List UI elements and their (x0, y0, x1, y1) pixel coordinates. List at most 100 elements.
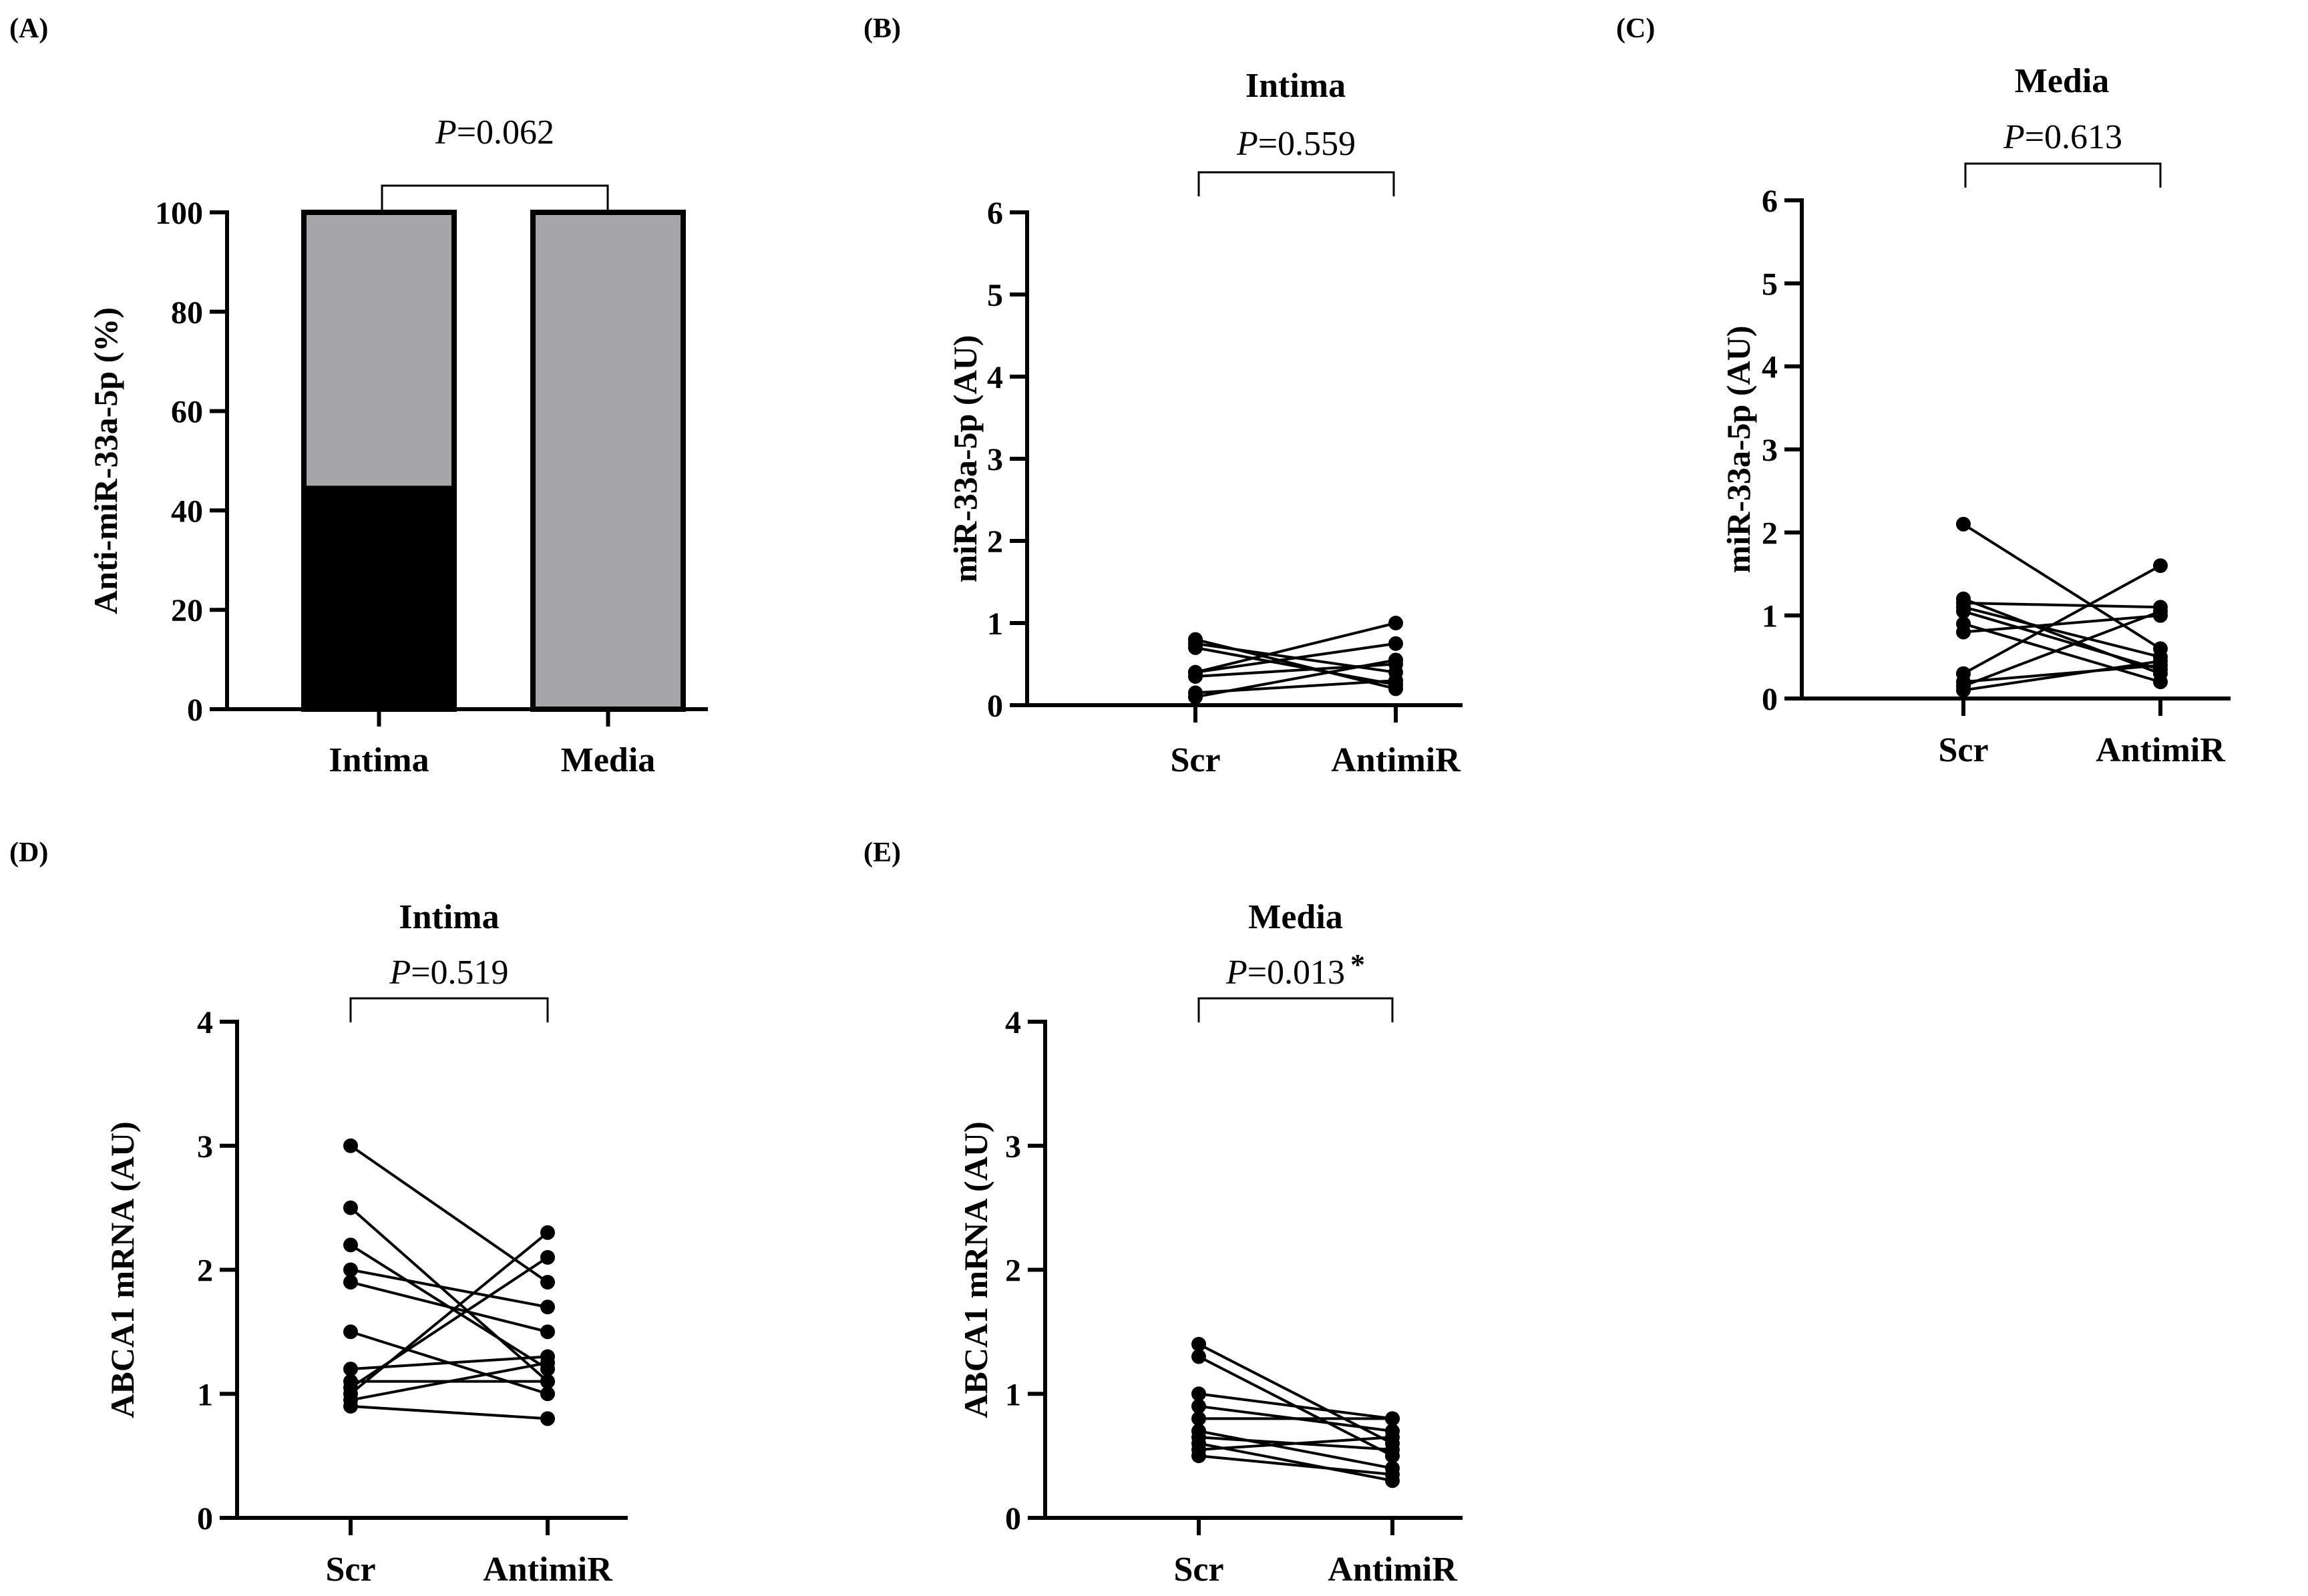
y-tick-label: 1 (987, 606, 1003, 642)
y-tick-label: 5 (1762, 266, 1778, 302)
data-point-scr (1956, 624, 1971, 640)
paired-line (1198, 1392, 1393, 1420)
data-point-antimir (2153, 674, 2168, 690)
p-value-number: =0.062 (457, 114, 554, 152)
y-tick-label: 3 (1762, 433, 1778, 468)
y-tick-label: 4 (197, 1005, 213, 1040)
x-category-label: Scr (1170, 741, 1220, 779)
data-point-scr (343, 1138, 358, 1153)
y-tick-label: 0 (197, 1501, 213, 1537)
significance-bracket (1964, 162, 2162, 188)
paired-line (1195, 622, 1396, 674)
data-point-antimir (540, 1249, 555, 1265)
y-axis-label: miR-33a-5p (AU) (1720, 326, 1757, 574)
significance-star: * (1350, 948, 1365, 981)
panel-letter: (A) (9, 13, 48, 44)
y-tick-label: 20 (171, 593, 203, 628)
significance-bracket (381, 184, 609, 210)
paired-line (1195, 658, 1396, 699)
significance-bracket (349, 997, 549, 1022)
panel-title: Media (2015, 62, 2110, 100)
p-value-label: P=0.559 (1236, 125, 1356, 163)
y-tick-label: 80 (171, 295, 203, 331)
data-point-scr (343, 1200, 358, 1215)
data-point-antimir (1388, 677, 1403, 692)
y-tick-label: 5 (987, 278, 1003, 313)
y-tick-label: 0 (187, 692, 203, 728)
data-point-scr (1191, 1411, 1206, 1426)
y-tick-label: 3 (197, 1129, 213, 1165)
data-point-antimir (1388, 652, 1403, 668)
p-value-label: P=0.519 (389, 954, 508, 992)
data-point-scr (1188, 668, 1203, 684)
bar-segment (304, 485, 454, 709)
x-category-label: AntimiR (1331, 741, 1461, 779)
paired-line (350, 1281, 548, 1334)
bar-segment (533, 212, 683, 709)
data-point-antimir (1388, 636, 1403, 651)
paired-line (350, 1404, 548, 1420)
paired-line (1963, 602, 2161, 609)
data-point-antimir (540, 1386, 555, 1402)
bar-segment (304, 212, 454, 486)
paired-line (1963, 614, 2161, 634)
data-point-antimir (1385, 1442, 1400, 1457)
data-point-antimir (1385, 1430, 1400, 1445)
paired-line (1963, 622, 2161, 684)
data-point-antimir (1385, 1466, 1400, 1482)
data-point-antimir (540, 1225, 555, 1240)
paired-line (349, 1231, 549, 1395)
paired-line (350, 1268, 548, 1309)
y-axis-label: ABCA1 mRNA (AU) (957, 1121, 994, 1418)
y-axis-label: ABCA1 mRNA (AU) (104, 1121, 141, 1418)
x-category-label: Media (561, 741, 656, 779)
data-point-antimir (540, 1324, 555, 1340)
data-point-scr (1956, 516, 1971, 532)
p-symbol: P (1225, 954, 1247, 992)
data-point-scr (343, 1262, 358, 1277)
panel-title: Intima (1245, 67, 1346, 105)
p-value-number: =0.559 (1258, 125, 1356, 163)
data-point-scr (343, 1275, 358, 1290)
data-point-scr (1191, 1398, 1206, 1414)
paired-line (1195, 642, 1396, 674)
data-point-antimir (1385, 1411, 1400, 1426)
p-value-label: P=0.613 (2003, 118, 2122, 156)
x-category-label: AntimiR (1328, 1551, 1458, 1589)
data-point-scr (1188, 689, 1203, 705)
paired-line (349, 1207, 549, 1383)
y-tick-label: 6 (987, 196, 1003, 231)
panel-title: Intima (399, 898, 499, 936)
y-tick-label: 3 (987, 442, 1003, 477)
x-category-label: Scr (1173, 1551, 1223, 1589)
paired-line (1198, 1454, 1393, 1476)
paired-line (1963, 610, 2161, 688)
data-point-antimir (540, 1355, 555, 1370)
data-point-scr (1191, 1336, 1206, 1352)
data-point-scr (343, 1324, 358, 1340)
data-point-scr (343, 1237, 358, 1253)
panel-2: (B) Intima 0 1 2 3 4 5 6 miR-33a-5p (AU) Scr Antimi… (863, 13, 1463, 779)
y-tick-label: 0 (1762, 682, 1778, 717)
y-tick-label: 0 (1005, 1501, 1021, 1537)
y-tick-label: 60 (171, 395, 203, 430)
significance-bracket (1197, 997, 1394, 1022)
y-tick-label: 2 (987, 524, 1003, 560)
p-value-label: P=0.062 (435, 114, 554, 152)
x-category-label: Scr (1938, 731, 1988, 769)
p-value-number: =0.519 (411, 954, 508, 992)
p-symbol: P (435, 114, 457, 152)
y-tick-label: 0 (987, 688, 1003, 724)
y-tick-label: 3 (1005, 1129, 1021, 1165)
data-point-antimir (2153, 662, 2168, 677)
paired-line (1963, 664, 2161, 684)
bar-outline (530, 210, 686, 712)
panel-3: (C) Media 0 1 2 3 4 5 6 miR-33a-5p (AU) Scr AntimiR… (1616, 13, 2231, 769)
p-symbol: P (1236, 125, 1258, 163)
paired-line (1198, 1430, 1393, 1470)
x-category-label: Intima (329, 741, 429, 779)
y-tick-label: 4 (1762, 350, 1778, 385)
p-symbol: P (2003, 118, 2025, 156)
panel-letter: (C) (1616, 13, 1655, 44)
